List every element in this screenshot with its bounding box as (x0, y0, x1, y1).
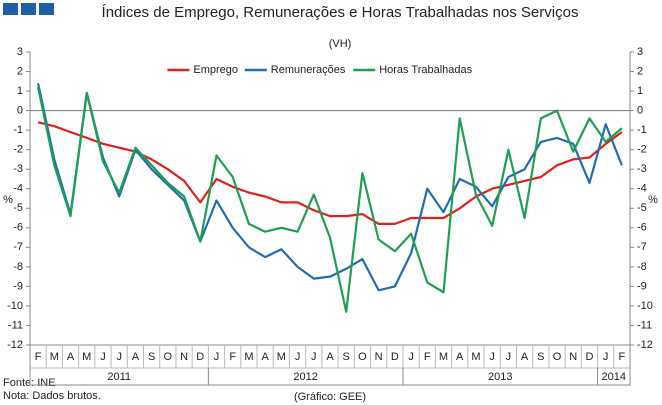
x-tick-label: O (553, 351, 562, 363)
y-tick-label: -6 (13, 222, 23, 234)
x-tick-label: A (261, 351, 269, 363)
x-tick-label: J (408, 351, 414, 363)
x-tick-label: A (521, 351, 529, 363)
chart-subtitle: (VH) (328, 38, 352, 50)
y2-tick-label: 2 (637, 65, 643, 77)
x-tick-label: A (326, 351, 334, 363)
x-tick-label: J (311, 351, 317, 363)
y-tick-label: 2 (17, 65, 23, 77)
y-tick-label: 0 (17, 105, 23, 117)
credit: (Gráfico: GEE) (294, 391, 366, 403)
y-tick-label: -2 (13, 144, 23, 156)
y2-tick-label: -8 (637, 261, 647, 273)
x-tick-label: J (295, 351, 301, 363)
x-group-label: 2012 (293, 371, 317, 383)
y-tick-label: -12 (7, 339, 23, 351)
x-group-label: 2011 (107, 371, 131, 383)
y2-tick-label: -12 (637, 339, 653, 351)
y-tick-label: -10 (7, 300, 23, 312)
x-tick-label: J (116, 351, 122, 363)
logo (3, 3, 18, 15)
x-tick-label: M (277, 351, 286, 363)
x-tick-label: F (35, 351, 42, 363)
y-tick-label: -5 (13, 202, 23, 214)
x-axis-box (29, 344, 631, 386)
y2-tick-label: -1 (637, 124, 647, 136)
x-tick-label: D (196, 351, 204, 363)
y-tick-label: -8 (13, 261, 23, 273)
series-line (37, 86, 623, 313)
y2-tick-label: -2 (637, 144, 647, 156)
y-tick-label: -7 (13, 241, 23, 253)
x-tick-label: N (180, 351, 188, 363)
y2-tick-label: -11 (637, 319, 652, 331)
note: Nota: Dados brutos. (3, 390, 101, 402)
y-tick-label: 3 (17, 46, 23, 58)
y2-tick-label: -5 (637, 202, 647, 214)
y-tick-label: -1 (13, 124, 23, 136)
x-tick-label: D (585, 351, 593, 363)
y2-tick-label: -6 (637, 222, 647, 234)
x-tick-label: M (244, 351, 253, 363)
y-tick-label: -11 (8, 319, 23, 331)
series-line (37, 83, 623, 292)
x-group-label: 2013 (488, 371, 512, 383)
x-tick-label: O (358, 351, 367, 363)
x-tick-label: M (471, 351, 480, 363)
y2-tick-label: -4 (637, 183, 647, 195)
x-group-label: 2014 (602, 371, 626, 383)
y-axis-label: % (3, 194, 13, 206)
x-tick-label: J (214, 351, 220, 363)
logo (39, 3, 54, 15)
x-tick-label: N (375, 351, 383, 363)
y-tick-label: -4 (13, 183, 23, 195)
y2-tick-label: 1 (637, 85, 643, 97)
x-tick-label: D (391, 351, 399, 363)
x-tick-label: M (50, 351, 59, 363)
y2-axis-label: % (648, 194, 658, 206)
y2-tick-label: 3 (637, 46, 643, 58)
x-tick-label: A (456, 351, 464, 363)
y-tick-label: -9 (13, 280, 23, 292)
x-tick-label: M (82, 351, 91, 363)
y2-tick-label: -10 (637, 300, 653, 312)
legend-label: Remunerações (271, 64, 346, 76)
x-tick-label: O (164, 351, 173, 363)
x-tick-label: J (603, 351, 609, 363)
logo (21, 3, 36, 15)
legend-label: Emprego (193, 64, 238, 76)
x-tick-label: F (229, 351, 236, 363)
x-tick-label: M (439, 351, 448, 363)
x-tick-label: N (569, 351, 577, 363)
y2-tick-label: -7 (637, 241, 647, 253)
x-tick-label: J (100, 351, 106, 363)
x-tick-label: J (506, 351, 512, 363)
legend-label: Horas Trabalhadas (379, 64, 472, 76)
y2-tick-label: -3 (637, 163, 647, 175)
x-tick-label: A (132, 351, 140, 363)
x-tick-label: S (343, 351, 350, 363)
y-tick-label: 1 (17, 85, 23, 97)
x-tick-label: F (424, 351, 431, 363)
y2-tick-label: -9 (637, 280, 647, 292)
x-tick-label: J (489, 351, 495, 363)
chart-title: Índices de Emprego, Remunerações e Horas… (101, 4, 579, 21)
y2-tick-label: 0 (637, 105, 643, 117)
x-tick-label: S (148, 351, 155, 363)
note: Fonte: INE (3, 377, 56, 389)
x-tick-label: A (67, 351, 75, 363)
y-tick-label: -3 (13, 163, 23, 175)
x-tick-label: S (537, 351, 544, 363)
x-tick-label: F (619, 351, 626, 363)
